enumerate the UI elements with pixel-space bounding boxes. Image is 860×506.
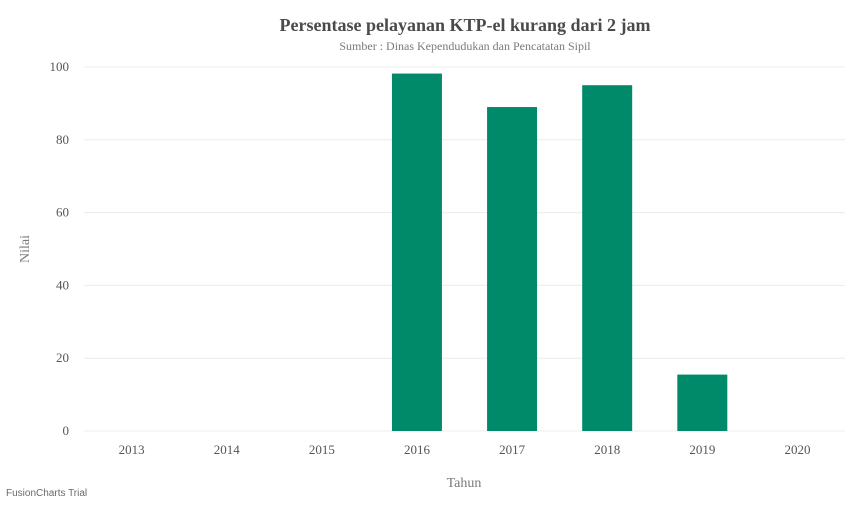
y-axis-title: Nilai	[18, 235, 33, 263]
x-tick-label: 2017	[499, 442, 526, 457]
x-tick-label: 2016	[404, 442, 431, 457]
x-tick-label: 2015	[309, 442, 335, 457]
x-tick-label: 2013	[119, 442, 145, 457]
y-tick-label: 80	[56, 132, 69, 147]
bar-2018[interactable]	[582, 85, 633, 431]
x-tick-label: 2018	[594, 442, 620, 457]
y-axis-ticks: 0 20 40 60 80 100	[50, 59, 70, 438]
chart-subtitle: Sumber : Dinas Kependudukan dan Pencatat…	[339, 39, 591, 53]
x-tick-label: 2014	[214, 442, 241, 457]
y-tick-label: 100	[50, 59, 70, 74]
y-tick-label: 60	[56, 205, 69, 220]
watermark: FusionCharts Trial	[6, 488, 88, 499]
y-tick-label: 20	[56, 350, 69, 365]
chart-title: Persentase pelayanan KTP-el kurang dari …	[280, 15, 651, 35]
x-axis-ticks: 2013 2014 2015 2016 2017 2018 2019 2020	[119, 442, 811, 457]
bar-2017[interactable]	[487, 107, 538, 431]
x-tick-label: 2019	[689, 442, 715, 457]
y-tick-label: 40	[56, 277, 69, 292]
x-tick-label: 2020	[784, 442, 810, 457]
gridlines	[84, 66, 845, 432]
bars	[391, 73, 728, 431]
x-axis-title: Tahun	[447, 476, 482, 491]
bar-2016[interactable]	[391, 73, 442, 431]
y-tick-label: 0	[63, 423, 70, 438]
bar-2019[interactable]	[677, 374, 728, 431]
